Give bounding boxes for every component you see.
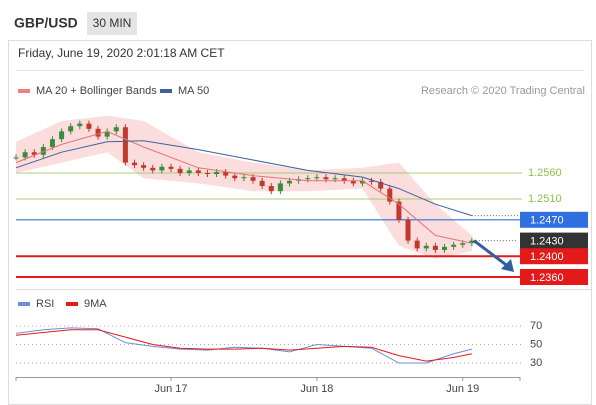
candle bbox=[259, 180, 265, 186]
level-box bbox=[520, 248, 588, 265]
candle bbox=[305, 178, 311, 180]
legend-swatch bbox=[18, 89, 30, 93]
level-box bbox=[520, 211, 588, 228]
level-label: 1.2400 bbox=[530, 251, 564, 263]
candle bbox=[414, 240, 420, 249]
candle bbox=[86, 123, 92, 129]
candle bbox=[423, 245, 429, 249]
candle bbox=[223, 171, 229, 176]
candle bbox=[250, 177, 256, 181]
y-tick-label: 30 bbox=[530, 357, 542, 369]
candle bbox=[277, 183, 283, 192]
x-tick-label: Jun 19 bbox=[446, 383, 479, 395]
candle bbox=[332, 178, 338, 180]
candle bbox=[22, 152, 28, 158]
y-tick-label: 50 bbox=[530, 338, 542, 350]
level-label: 1.2470 bbox=[530, 215, 564, 227]
candle bbox=[232, 175, 238, 179]
indicator-line bbox=[15, 329, 472, 362]
level-label: 1.2430 bbox=[530, 236, 564, 248]
candle bbox=[469, 240, 475, 244]
candle bbox=[95, 128, 101, 137]
candle bbox=[40, 147, 46, 155]
credit: Research © 2020 Trading Central bbox=[421, 85, 585, 97]
candle bbox=[350, 180, 356, 184]
candle bbox=[241, 177, 247, 179]
candle bbox=[341, 178, 347, 181]
candle bbox=[287, 180, 293, 184]
candle bbox=[359, 180, 365, 184]
candle bbox=[451, 244, 457, 247]
candle bbox=[59, 131, 65, 140]
candle bbox=[214, 171, 220, 175]
forecast-arrow bbox=[472, 239, 510, 269]
datetime: Friday, June 19, 2020 2:01:18 AM CET bbox=[18, 46, 225, 60]
symbol: GBP/USD bbox=[14, 15, 78, 31]
level-box bbox=[520, 232, 588, 249]
candle bbox=[460, 243, 466, 245]
candle bbox=[168, 166, 174, 169]
candle bbox=[186, 170, 192, 173]
x-tick-label: Jun 18 bbox=[300, 383, 333, 395]
candle bbox=[177, 168, 183, 173]
candle bbox=[405, 219, 411, 241]
candle bbox=[204, 173, 210, 175]
candle bbox=[314, 177, 320, 179]
indicator-line bbox=[15, 327, 472, 364]
legend-label: MA 20 + Bollinger Bands bbox=[36, 85, 157, 97]
level-label: 1.2560 bbox=[528, 167, 562, 179]
bollinger-band bbox=[16, 115, 472, 259]
candle bbox=[195, 170, 201, 173]
level-label: 1.2360 bbox=[530, 272, 564, 284]
candle bbox=[31, 152, 37, 155]
interval-badge bbox=[87, 12, 137, 35]
candle bbox=[13, 157, 19, 159]
ma-line bbox=[15, 130, 472, 244]
candle bbox=[150, 167, 156, 171]
candle bbox=[268, 186, 274, 192]
candle bbox=[68, 126, 74, 132]
forecast-arrow-head bbox=[501, 259, 514, 272]
candle bbox=[396, 201, 402, 220]
candle bbox=[432, 245, 438, 250]
ma-line bbox=[15, 140, 473, 217]
candle bbox=[77, 123, 83, 127]
candle bbox=[369, 180, 375, 182]
legend-label: RSI bbox=[36, 298, 54, 310]
candle bbox=[387, 188, 393, 202]
y-tick-label: 70 bbox=[530, 320, 542, 332]
candle bbox=[104, 131, 110, 137]
candle bbox=[49, 139, 55, 147]
candle bbox=[323, 177, 329, 180]
candle bbox=[442, 246, 448, 250]
candle bbox=[141, 165, 147, 168]
candle bbox=[132, 162, 138, 166]
candle bbox=[378, 181, 384, 189]
legend-swatch bbox=[18, 302, 30, 306]
candle bbox=[122, 127, 128, 163]
legend-swatch bbox=[66, 302, 78, 306]
interval: 30 MIN bbox=[93, 16, 132, 30]
candle bbox=[159, 166, 165, 171]
level-label: 1.2510 bbox=[528, 193, 562, 205]
legend-label: 9MA bbox=[84, 298, 107, 310]
legend-swatch bbox=[160, 89, 172, 93]
candle bbox=[113, 127, 119, 132]
x-tick-label: Jun 17 bbox=[154, 383, 187, 395]
legend-label: MA 50 bbox=[178, 85, 209, 97]
level-box bbox=[520, 269, 588, 285]
